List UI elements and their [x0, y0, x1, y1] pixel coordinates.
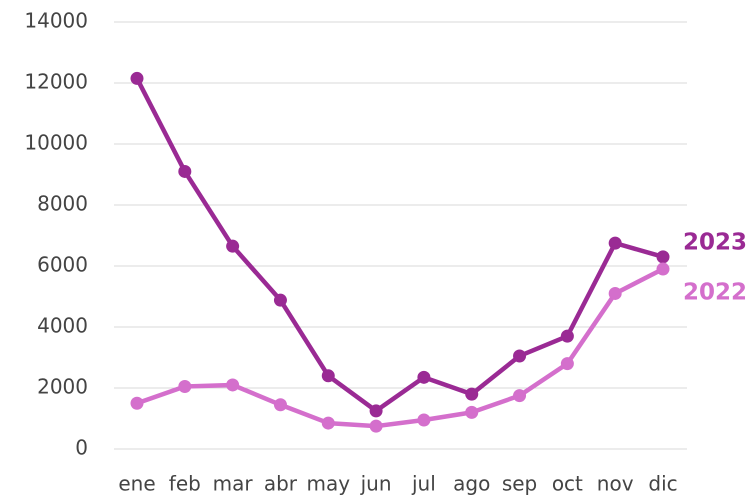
x-tick-label: jul — [411, 472, 436, 496]
y-tick-label: 14000 — [24, 9, 88, 33]
point — [226, 239, 240, 253]
x-tick-label: sep — [502, 472, 537, 496]
point — [273, 293, 287, 307]
point — [369, 419, 383, 433]
y-tick-label: 12000 — [24, 70, 88, 94]
point — [513, 389, 527, 403]
y-tick-label: 6000 — [37, 253, 88, 277]
x-tick-label: nov — [597, 472, 634, 496]
point — [273, 398, 287, 412]
y-tick-label: 8000 — [37, 192, 88, 216]
point — [560, 357, 574, 371]
point — [226, 378, 240, 392]
point — [560, 329, 574, 343]
point — [656, 250, 670, 264]
x-tick-label: ene — [118, 472, 155, 496]
x-tick-label: feb — [169, 472, 201, 496]
point — [465, 405, 479, 419]
point — [130, 396, 144, 410]
series-label: 2022 — [683, 279, 747, 305]
x-tick-label: dic — [648, 472, 677, 496]
x-tick-label: abr — [264, 472, 298, 496]
series-line — [134, 77, 664, 414]
point — [321, 416, 335, 430]
point — [417, 370, 431, 384]
y-tick-label: 2000 — [37, 375, 88, 399]
y-tick-label: 4000 — [37, 314, 88, 338]
x-tick-label: ago — [453, 472, 490, 496]
point — [369, 404, 383, 418]
y-tick-label: 0 — [75, 436, 88, 460]
x-tick-label: jun — [360, 472, 392, 496]
x-tick-label: may — [306, 472, 350, 496]
series-label: 2023 — [683, 229, 747, 255]
y-tick-label: 10000 — [24, 131, 88, 155]
point — [608, 286, 622, 300]
point — [130, 71, 144, 85]
point — [321, 369, 335, 383]
point — [417, 413, 431, 427]
point — [465, 387, 479, 401]
point — [608, 236, 622, 250]
point — [513, 349, 527, 363]
series-line — [136, 267, 665, 429]
x-tick-label: oct — [552, 472, 583, 496]
point — [178, 164, 192, 178]
point — [656, 262, 670, 276]
point — [178, 379, 192, 393]
x-tick-label: mar — [213, 472, 254, 496]
